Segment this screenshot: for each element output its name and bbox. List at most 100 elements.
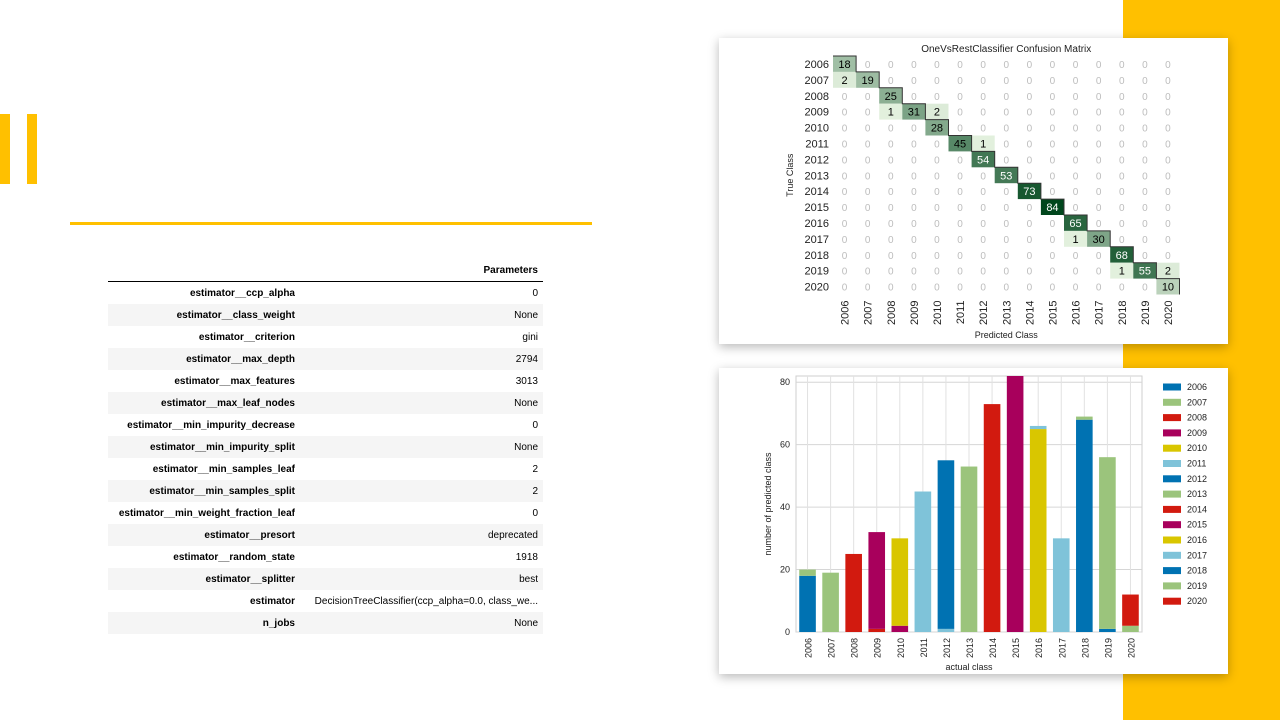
matrix-cell: [833, 71, 857, 88]
param-row: estimator__min_weight_fraction_leaf 0: [108, 502, 543, 524]
cell-value: 0: [957, 76, 963, 87]
legend-label: 2015: [1187, 520, 1207, 530]
cell-value: 0: [980, 124, 986, 135]
cell-value: 0: [1165, 155, 1171, 166]
cell-value: 0: [842, 283, 848, 294]
cell-value: 0: [1165, 108, 1171, 119]
y-tick-label: 2017: [805, 234, 829, 246]
x-tick-label: 2006: [840, 301, 852, 325]
cell-value: 0: [1027, 60, 1033, 71]
cell-value: 2: [934, 107, 940, 119]
cell-value: 0: [911, 267, 917, 278]
cell-value: 0: [911, 187, 917, 198]
cell-value: 0: [1027, 219, 1033, 230]
matrix-cell: [948, 135, 972, 152]
cell-value: 0: [1165, 171, 1171, 182]
cell-value: 0: [1096, 203, 1102, 214]
param-key: estimator__min_impurity_decrease: [127, 419, 295, 431]
matrix-cell: [1110, 246, 1134, 263]
cell-value: 0: [934, 187, 940, 198]
cell-value: 25: [885, 91, 897, 103]
bar-segment: [983, 404, 1001, 632]
cell-value: 0: [1050, 76, 1056, 87]
cell-value: 0: [865, 187, 871, 198]
cell-value: 0: [934, 235, 940, 246]
cell-value: 0: [1073, 155, 1079, 166]
parameters-header: Parameters: [108, 262, 543, 282]
legend-label: 2010: [1187, 443, 1207, 453]
cell-value: 2: [1165, 266, 1171, 278]
bar-segment: [1122, 625, 1139, 632]
legend-label: 2018: [1187, 566, 1207, 576]
bar-segment: [1099, 457, 1116, 629]
cell-value: 31: [908, 107, 920, 119]
legend-swatch: [1163, 505, 1181, 513]
cell-value: 0: [980, 283, 986, 294]
x-tick-label: 2015: [1047, 301, 1059, 325]
cell-value: 0: [888, 60, 894, 71]
cell-value: 54: [977, 154, 989, 166]
cell-value: 0: [1027, 235, 1033, 246]
x-tick-label: 2018: [1080, 638, 1090, 658]
cell-value: 0: [1096, 155, 1102, 166]
x-tick-label: 2011: [919, 638, 929, 657]
cell-value: 0: [1003, 60, 1009, 71]
legend-swatch: [1163, 551, 1181, 559]
cell-value: 73: [1023, 186, 1035, 198]
cell-value: 0: [1050, 139, 1056, 150]
cell-value: 0: [957, 92, 963, 103]
x-tick-label: 2012: [978, 301, 990, 325]
x-tick-label: 2018: [1117, 301, 1129, 325]
cell-value: 0: [911, 219, 917, 230]
cell-value: 0: [1073, 92, 1079, 103]
cell-value: 0: [980, 60, 986, 71]
chart-title: OneVsRestClassifier Confusion Matrix: [921, 44, 1091, 55]
x-tick-label: 2009: [873, 638, 883, 658]
param-row: estimator__class_weight None: [108, 304, 543, 326]
param-key: estimator__min_weight_fraction_leaf: [118, 507, 295, 519]
matrix-cell: [1133, 262, 1157, 279]
cell-value: 0: [1119, 283, 1125, 294]
bar-segment: [1029, 425, 1047, 430]
param-key: estimator__random_state: [173, 551, 295, 563]
cell-value: 0: [888, 251, 894, 262]
cell-value: 0: [865, 139, 871, 150]
cell-value: 0: [888, 171, 894, 182]
param-row: estimator__max_leaf_nodes None: [108, 392, 543, 414]
x-axis-label: actual class: [945, 662, 993, 672]
cell-value: 0: [842, 203, 848, 214]
bar-segment: [937, 460, 955, 629]
y-tick-label: 2014: [805, 186, 829, 198]
cell-value: 0: [957, 60, 963, 71]
y-tick-label: 2018: [805, 250, 829, 262]
cell-value: 0: [1050, 124, 1056, 135]
cell-value: 0: [1119, 76, 1125, 87]
x-tick-label: 2010: [932, 301, 944, 325]
cell-value: 0: [1119, 92, 1125, 103]
cell-value: 0: [911, 139, 917, 150]
cell-value: 0: [1096, 267, 1102, 278]
y-tick-label: 2008: [805, 91, 829, 103]
matrix-cell: [925, 103, 949, 120]
cell-value: 0: [1073, 60, 1079, 71]
cell-value: 0: [1027, 92, 1033, 103]
legend-label: 2013: [1187, 489, 1207, 499]
x-tick-label: 2013: [1001, 301, 1013, 325]
cell-value: 0: [1119, 155, 1125, 166]
cell-value: 0: [934, 171, 940, 182]
cell-value: 0: [1003, 219, 1009, 230]
param-value: 1918: [515, 551, 538, 563]
cell-value: 0: [1073, 171, 1079, 182]
y-tick-label: 2011: [805, 138, 829, 150]
cell-value: 0: [1027, 76, 1033, 87]
bar-segment: [960, 466, 978, 632]
cell-value: 0: [934, 251, 940, 262]
cell-value: 0: [1073, 203, 1079, 214]
cell-value: 84: [1046, 202, 1058, 214]
legend-swatch: [1163, 429, 1181, 437]
cell-value: 0: [1073, 251, 1079, 262]
param-value: DecisionTreeClassifier(ccp_alpha=0.0, cl…: [314, 595, 538, 607]
matrix-cell: [971, 151, 995, 168]
cell-value: 0: [957, 171, 963, 182]
cell-value: 0: [842, 108, 848, 119]
